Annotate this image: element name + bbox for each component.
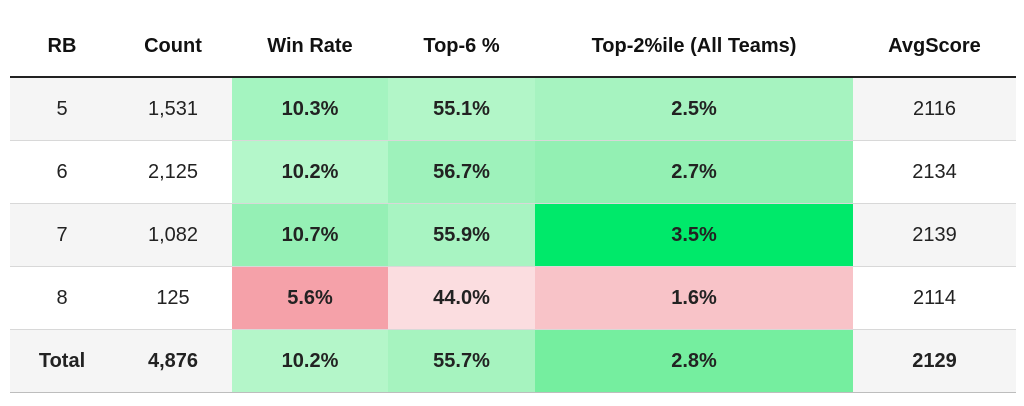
cell-top6: 55.1% <box>388 77 535 141</box>
cell-count: 1,531 <box>114 77 232 141</box>
cell-rb: 7 <box>10 203 114 267</box>
header-win-rate: Win Rate <box>232 16 388 78</box>
table-row: 7 1,082 10.7% 55.9% 3.5% 2139 <box>10 203 1016 267</box>
cell-avgscore: 2129 <box>853 329 1016 393</box>
cell-avgscore: 2116 <box>853 77 1016 141</box>
cell-top2: 2.5% <box>535 77 853 141</box>
header-count: Count <box>114 16 232 78</box>
cell-win-rate: 10.2% <box>232 140 388 204</box>
cell-top6: 55.7% <box>388 329 535 393</box>
cell-count: 125 <box>114 266 232 330</box>
table-body: 5 1,531 10.3% 55.1% 2.5% 2116 6 2,125 10… <box>10 77 1016 393</box>
cell-rb: 6 <box>10 140 114 204</box>
cell-rb: Total <box>10 329 114 393</box>
table-row: 8 125 5.6% 44.0% 1.6% 2114 <box>10 266 1016 330</box>
cell-win-rate: 10.3% <box>232 77 388 141</box>
table-row: 5 1,531 10.3% 55.1% 2.5% 2116 <box>10 77 1016 141</box>
cell-win-rate: 10.2% <box>232 329 388 393</box>
header-top2: Top-2%ile (All Teams) <box>535 16 853 78</box>
table-row: 6 2,125 10.2% 56.7% 2.7% 2134 <box>10 140 1016 204</box>
cell-top6: 44.0% <box>388 266 535 330</box>
header-row: RB Count Win Rate Top-6 % Top-2%ile (All… <box>10 16 1016 78</box>
cell-top2: 2.7% <box>535 140 853 204</box>
cell-win-rate: 5.6% <box>232 266 388 330</box>
stats-table: RB Count Win Rate Top-6 % Top-2%ile (All… <box>10 16 1016 393</box>
cell-rb: 5 <box>10 77 114 141</box>
total-row: Total 4,876 10.2% 55.7% 2.8% 2129 <box>10 329 1016 393</box>
cell-avgscore: 2114 <box>853 266 1016 330</box>
cell-top6: 55.9% <box>388 203 535 267</box>
cell-rb: 8 <box>10 266 114 330</box>
header-avgscore: AvgScore <box>853 16 1016 78</box>
cell-count: 4,876 <box>114 329 232 393</box>
cell-top2: 3.5% <box>535 203 853 267</box>
table-header: RB Count Win Rate Top-6 % Top-2%ile (All… <box>10 16 1016 78</box>
cell-win-rate: 10.7% <box>232 203 388 267</box>
cell-avgscore: 2134 <box>853 140 1016 204</box>
header-top6: Top-6 % <box>388 16 535 78</box>
cell-top6: 56.7% <box>388 140 535 204</box>
cell-count: 1,082 <box>114 203 232 267</box>
cell-count: 2,125 <box>114 140 232 204</box>
header-rb: RB <box>10 16 114 78</box>
cell-top2: 1.6% <box>535 266 853 330</box>
cell-top2: 2.8% <box>535 329 853 393</box>
cell-avgscore: 2139 <box>853 203 1016 267</box>
